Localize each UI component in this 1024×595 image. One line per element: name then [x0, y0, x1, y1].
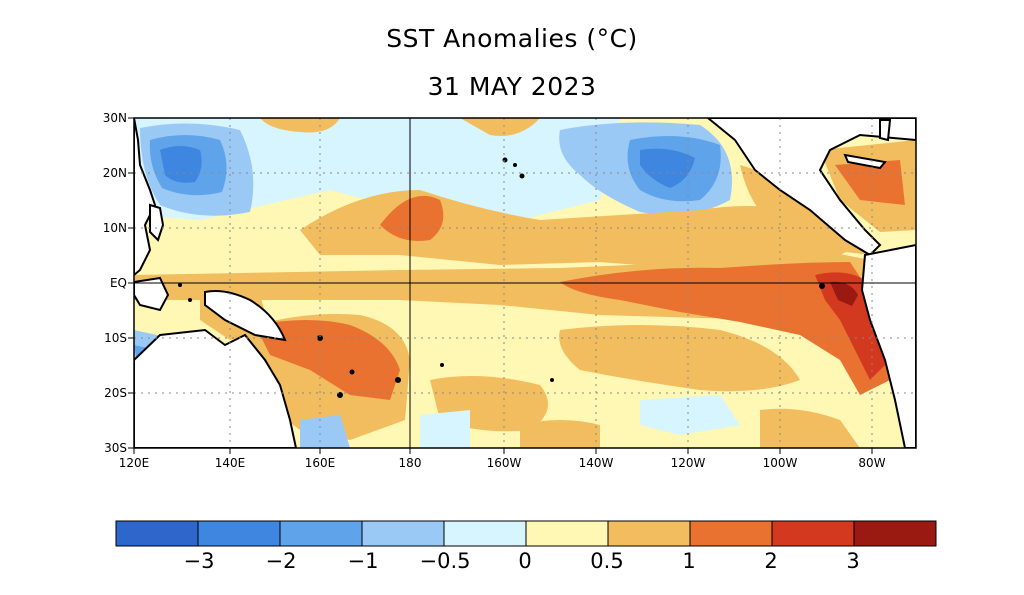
colorbar-tick-label: 0.5	[590, 549, 624, 573]
colorbar-swatch	[197, 520, 281, 547]
islands	[178, 157, 825, 398]
gridlines	[134, 118, 916, 448]
chart-title: SST Anomalies (°C)	[386, 24, 638, 53]
lon-label-120e: 120E	[118, 456, 150, 470]
colorbar-swatch	[525, 520, 609, 547]
lat-label-20s: 20S	[104, 386, 127, 400]
colorbar-swatch	[771, 520, 855, 547]
colorbar-swatch	[853, 520, 937, 547]
colorbar-tick-label: 0	[518, 549, 532, 573]
lon-label-160w: 160W	[486, 456, 522, 470]
colorbar-tick-label: 2	[764, 549, 778, 573]
colorbar-swatch	[115, 520, 199, 547]
lon-label-100w: 100W	[762, 456, 798, 470]
lon-label-140w: 140W	[578, 456, 614, 470]
land-masses	[134, 118, 916, 448]
colorbar-swatch	[607, 520, 691, 547]
colorbar-tick-label: −2	[265, 549, 297, 573]
lat-label-10s: 10S	[104, 331, 127, 345]
lat-label-eq: EQ	[109, 276, 127, 290]
lat-label-20n: 20N	[102, 166, 127, 180]
date-subtitle: 31 MAY 2023	[427, 72, 597, 101]
lat-label-30s: 30S	[104, 441, 127, 455]
colorbar-tick-label: 1	[682, 549, 696, 573]
colorbar-swatch	[689, 520, 773, 547]
lon-label-140e: 140E	[214, 456, 246, 470]
lon-label-120w: 120W	[670, 456, 706, 470]
lon-label-180: 180	[398, 456, 422, 470]
colorbar-swatch	[279, 520, 363, 547]
lon-label-160e: 160E	[304, 456, 336, 470]
axis-ticks	[128, 117, 873, 454]
colorbar-tick-label: −0.5	[419, 549, 471, 573]
colorbar-tick-label: −3	[183, 549, 215, 573]
colorbar-tick-label: −1	[347, 549, 379, 573]
lat-label-10n: 10N	[102, 221, 127, 235]
colorbar-swatch	[361, 520, 445, 547]
lat-label-30n: 30N	[102, 111, 127, 125]
colorbar-swatch	[443, 520, 527, 547]
lon-label-80w: 80W	[858, 456, 886, 470]
colorbar-tick-label: 3	[846, 549, 860, 573]
